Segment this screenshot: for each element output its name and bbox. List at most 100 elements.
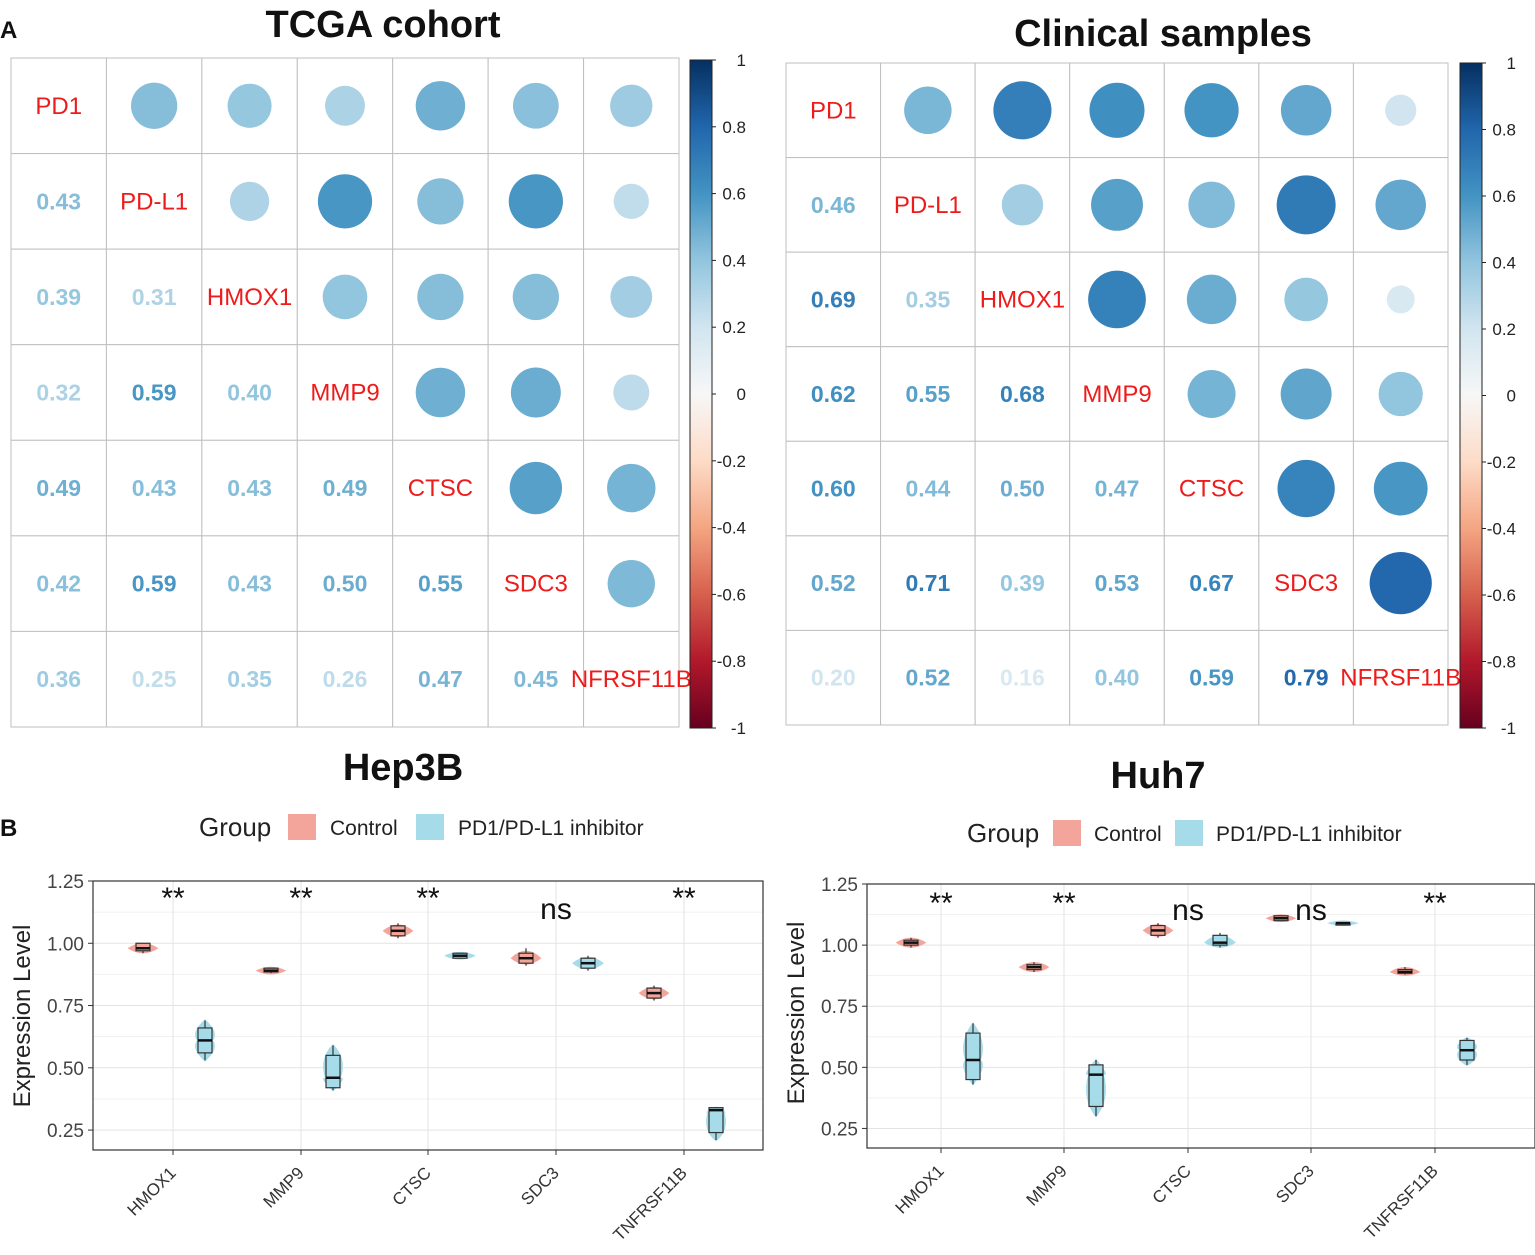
corr-coefficient: 0.71 <box>905 570 950 596</box>
legend-swatch-control <box>288 814 316 840</box>
corr-coefficient: 0.49 <box>323 475 368 501</box>
corr-cell <box>785 440 882 537</box>
corr-circle <box>610 276 653 318</box>
diagonal-gene-label: NFRSF11B <box>1340 665 1461 692</box>
hep3b-box-plot: Hep3B Group Control PD1/PD-L1 inhibitor … <box>9 747 764 1245</box>
corr-cell <box>201 248 298 346</box>
legend-swatch-inhibitor <box>416 814 444 840</box>
significance-label: ** <box>929 887 953 920</box>
x-tick-label: MMP9 <box>1023 1161 1071 1209</box>
corr-circle <box>613 183 649 220</box>
colorbar-tick-label: -1 <box>1501 719 1516 738</box>
significance-label: ** <box>672 882 696 915</box>
colorbar-tick-label: -0.2 <box>1487 453 1516 472</box>
plot-border <box>866 883 1535 1149</box>
colorbar-tick-label: 0.4 <box>1492 254 1516 273</box>
colorbar-tick-label: 0.8 <box>1492 121 1516 140</box>
x-tick-label: HMOX1 <box>124 1163 180 1219</box>
diagonal-gene-label: MMP9 <box>310 380 379 407</box>
corr-circle <box>512 82 559 129</box>
colorbar <box>1459 62 1483 729</box>
corr-coefficient: 0.55 <box>418 571 463 597</box>
corr-cell <box>785 629 882 726</box>
corr-coefficient: 0.45 <box>513 666 558 692</box>
corr-coefficient: 0.52 <box>811 570 856 596</box>
corr-circle <box>993 81 1052 140</box>
corr-cell <box>1069 535 1165 631</box>
colorbar-tick-label: -1 <box>731 719 746 738</box>
corr-coefficient: 0.35 <box>905 286 950 312</box>
corr-circle <box>607 463 656 513</box>
corr-coefficient: 0.44 <box>905 476 950 502</box>
corr-cell <box>10 535 107 632</box>
inhibitor-box <box>325 1054 341 1089</box>
legend: Group Control PD1/PD-L1 inhibitor <box>199 812 644 842</box>
corr-circle <box>512 273 560 321</box>
diagonal-gene-label: SDC3 <box>504 571 568 598</box>
corr-coefficient: 0.16 <box>1000 665 1045 691</box>
diagonal-gene-label: HMOX1 <box>207 284 292 311</box>
colorbar-tick-label: 1 <box>1507 54 1516 73</box>
corr-circle <box>509 461 563 515</box>
corr-circle <box>1369 552 1432 615</box>
corr-cell <box>785 157 882 253</box>
corr-circle <box>1188 181 1235 229</box>
corr-cell <box>880 251 976 348</box>
corr-circle <box>415 81 466 131</box>
y-tick-label: 1.00 <box>821 936 858 957</box>
colorbar-tick-label: 0.8 <box>722 118 746 137</box>
diagonal-gene-label: CTSC <box>408 475 473 502</box>
corr-cell <box>10 57 107 155</box>
corr-coefficient: 0.39 <box>1000 570 1045 596</box>
diagonal-gene-label: MMP9 <box>1082 381 1151 408</box>
corr-circle <box>1385 94 1417 126</box>
colorbar-tick-label: 0 <box>737 385 746 404</box>
corr-cell <box>583 153 680 250</box>
corr-cell <box>880 157 976 253</box>
corr-circle <box>1280 85 1332 136</box>
colorbar-tick-label: -0.8 <box>1487 653 1516 672</box>
x-tick-label: SDC3 <box>517 1163 563 1209</box>
corr-coefficient: 0.53 <box>1095 570 1140 596</box>
corr-circle <box>510 367 561 418</box>
corr-coefficient: 0.32 <box>36 380 81 406</box>
panel-label-a: A <box>0 17 17 44</box>
corr-circle <box>227 83 272 128</box>
corr-cell <box>974 629 1071 726</box>
corr-coefficient: 0.36 <box>36 666 81 692</box>
corr-circle <box>613 374 650 411</box>
panel-label-b: B <box>0 815 17 842</box>
corr-circle <box>1375 179 1426 231</box>
corr-cell <box>880 629 976 726</box>
corr-coefficient: 0.69 <box>811 286 856 312</box>
corr-circle <box>1277 459 1335 518</box>
corr-coefficient: 0.43 <box>132 475 177 501</box>
corr-cell <box>974 346 1071 442</box>
plot-background <box>867 884 1535 1148</box>
diagonal-gene-label: PD1 <box>810 97 857 124</box>
corr-title-clinical: Clinical samples <box>1014 13 1312 55</box>
corr-circle <box>130 82 178 129</box>
corr-circle <box>1089 82 1145 138</box>
plot-title-huh7: Huh7 <box>1111 755 1206 797</box>
corr-circle <box>1001 184 1044 226</box>
corr-cell <box>105 344 203 441</box>
corr-cell <box>201 535 298 632</box>
legend-title: Group <box>967 818 1039 848</box>
corr-cell <box>10 344 107 441</box>
diagonal-gene-label: SDC3 <box>1274 570 1338 597</box>
corr-cell <box>10 630 107 728</box>
corr-cell <box>785 346 882 442</box>
y-axis-title: Expression Level <box>783 922 810 1105</box>
corr-coefficient: 0.47 <box>418 666 463 692</box>
corr-cell <box>1163 346 1260 442</box>
corr-circle <box>1091 178 1143 231</box>
y-tick-label: 1.00 <box>47 934 84 955</box>
inhibitor-box <box>1212 934 1228 946</box>
diagonal-gene-label: NFRSF11B <box>571 666 692 693</box>
corr-coefficient: 0.43 <box>36 188 81 214</box>
legend: Group Control PD1/PD-L1 inhibitor <box>967 818 1402 848</box>
legend-swatch-control <box>1053 820 1081 846</box>
x-tick-label: HMOX1 <box>892 1161 948 1217</box>
significance-label: ns <box>1295 894 1327 927</box>
